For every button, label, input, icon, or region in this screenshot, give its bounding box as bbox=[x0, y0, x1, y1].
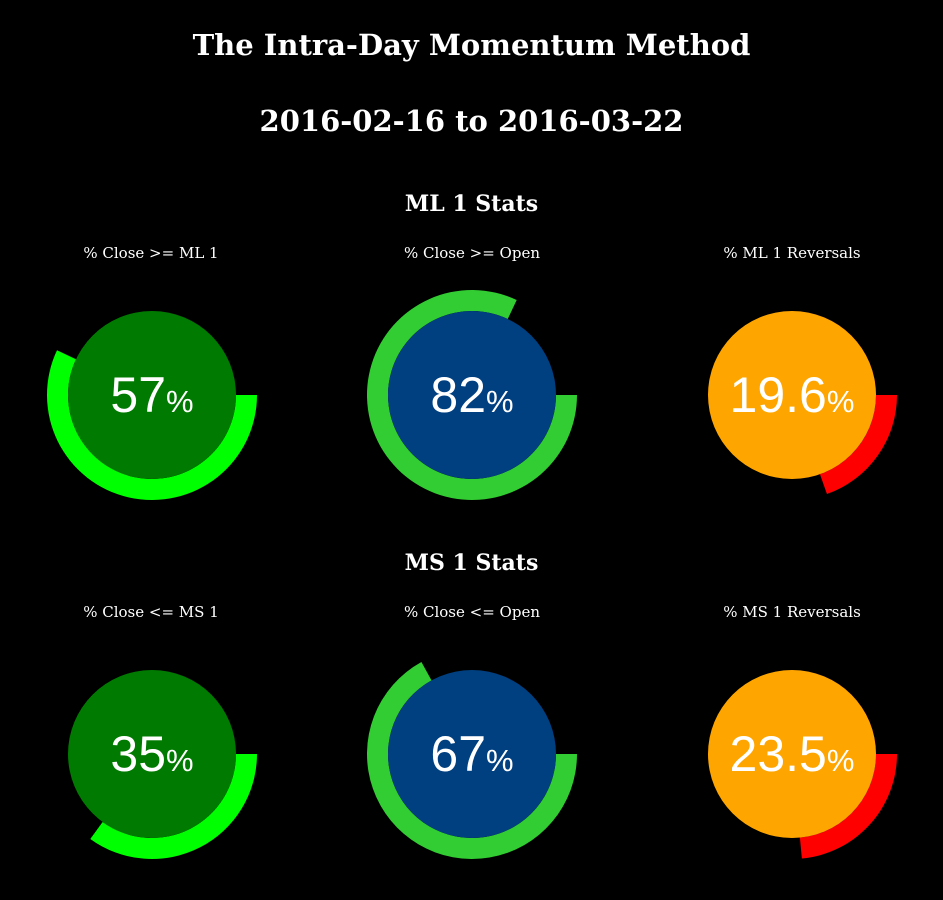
gauge-inner-circle-ml1-reversals bbox=[708, 311, 876, 479]
gauge-value-number: 82 bbox=[430, 367, 486, 423]
gauge-value-number: 35 bbox=[110, 726, 166, 782]
gauge-inner-circle-close-ge-open bbox=[388, 311, 556, 479]
section-title-ms1: MS 1 Stats bbox=[404, 550, 539, 576]
gauge-label-close-le-open: % Close <= Open bbox=[403, 603, 540, 621]
gauge-arc-ml1-reversals bbox=[819, 395, 897, 495]
gauge-value-unit: % bbox=[166, 743, 194, 778]
gauge-inner-circle-ms1-reversals bbox=[708, 670, 876, 838]
gauge-arc-close-ge-ml1 bbox=[47, 350, 258, 500]
gauge-value-number: 23.5 bbox=[730, 726, 827, 782]
gauge-value-close-le-ms1: 35% bbox=[110, 726, 193, 782]
gauge-value-unit: % bbox=[486, 743, 514, 778]
gauge-value-unit: % bbox=[486, 384, 514, 419]
gauge-label-ms1-reversals: % MS 1 Reversals bbox=[723, 603, 861, 621]
section-title-ml1: ML 1 Stats bbox=[404, 191, 539, 217]
date-range: 2016-02-16 to 2016-03-22 bbox=[259, 104, 684, 138]
gauge-value-number: 57 bbox=[110, 367, 166, 423]
gauge-value-ms1-reversals: 23.5% bbox=[730, 726, 855, 782]
gauge-value-close-ge-open: 82% bbox=[430, 367, 513, 423]
gauge-inner-circle-close-le-ms1 bbox=[68, 670, 236, 838]
gauge-value-unit: % bbox=[166, 384, 194, 419]
gauge-value-close-le-open: 67% bbox=[430, 726, 513, 782]
gauge-value-unit: % bbox=[827, 743, 855, 778]
gauge-label-close-le-ms1: % Close <= MS 1 bbox=[83, 603, 219, 621]
page-title: The Intra-Day Momentum Method bbox=[192, 28, 751, 62]
gauge-inner-circle-close-ge-ml1 bbox=[68, 311, 236, 479]
gauge-label-ml1-reversals: % ML 1 Reversals bbox=[723, 244, 861, 262]
gauge-value-number: 19.6 bbox=[730, 367, 827, 423]
gauge-label-close-ge-open: % Close >= Open bbox=[403, 244, 540, 262]
gauge-value-number: 67 bbox=[430, 726, 486, 782]
gauge-value-ml1-reversals: 19.6% bbox=[730, 367, 855, 423]
gauge-arc-close-le-ms1 bbox=[90, 754, 257, 860]
gauge-inner-circle-close-le-open bbox=[388, 670, 556, 838]
gauge-label-close-ge-ml1: % Close >= ML 1 bbox=[83, 244, 219, 262]
gauge-arc-ms1-reversals bbox=[799, 754, 897, 859]
gauge-value-unit: % bbox=[827, 384, 855, 419]
gauge-value-close-ge-ml1: 57% bbox=[110, 367, 193, 423]
